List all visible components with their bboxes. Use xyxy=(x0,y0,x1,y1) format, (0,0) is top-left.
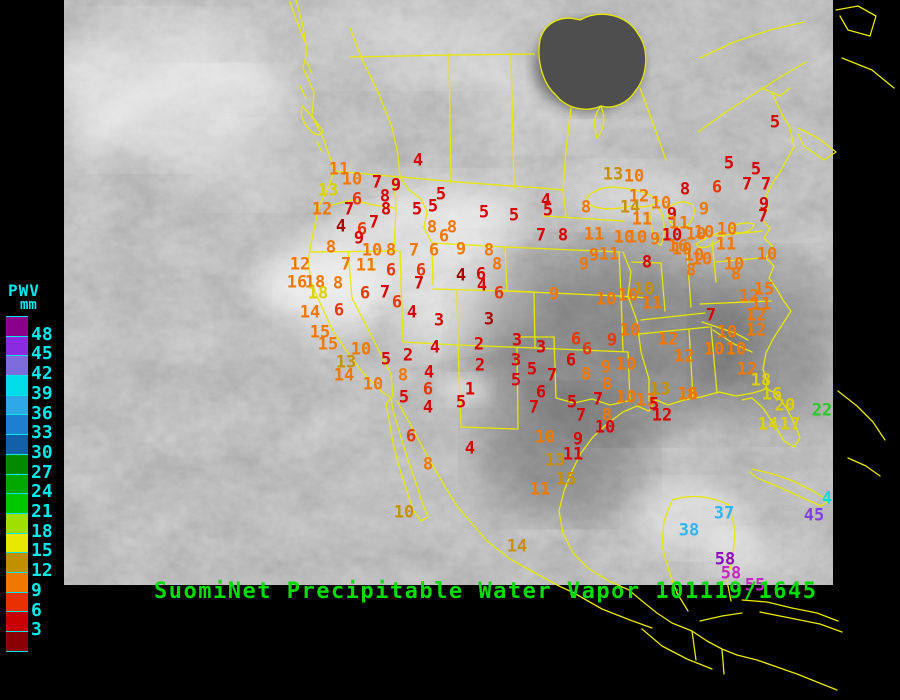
legend-swatch xyxy=(6,316,28,336)
legend-swatch xyxy=(6,453,28,474)
legend-swatch xyxy=(6,611,28,631)
legend-swatch xyxy=(6,591,28,612)
legend-value: 48 xyxy=(31,323,53,345)
legend-value: 15 xyxy=(31,540,53,562)
legend-unit: mm xyxy=(20,297,37,313)
legend-swatch xyxy=(6,512,28,533)
legend-value: 33 xyxy=(31,422,53,444)
legend-swatch xyxy=(6,493,28,513)
pwv-legend: PWV mm 48 45 42 39 36 33 30 27 24 21 18 15 12 9 6 3 xyxy=(0,0,64,700)
legend-value: 24 xyxy=(31,481,53,503)
legend-swatch xyxy=(6,335,28,356)
legend-swatch xyxy=(6,631,28,652)
legend-value: 6 xyxy=(31,599,42,621)
legend-swatch xyxy=(6,414,28,435)
legend-value: 36 xyxy=(31,402,53,424)
legend-swatch xyxy=(6,394,28,415)
cloud-layer xyxy=(64,7,833,574)
legend-value: 12 xyxy=(31,560,53,582)
legend-value: 9 xyxy=(31,579,42,601)
legend-swatch xyxy=(6,552,28,572)
satellite-image xyxy=(64,0,833,585)
legend-swatch xyxy=(6,571,28,592)
map-outlines-layer xyxy=(289,0,895,691)
legend-value: 45 xyxy=(31,343,53,365)
legend-swatch xyxy=(6,532,28,553)
legend-swatch xyxy=(6,355,28,376)
legend-value: 39 xyxy=(31,382,53,404)
legend-swatch xyxy=(6,473,28,494)
legend-value: 21 xyxy=(31,501,53,522)
legend-color-bar xyxy=(6,316,28,652)
legend-value: 3 xyxy=(31,619,42,641)
legend-value: 42 xyxy=(31,363,53,385)
legend-swatch xyxy=(6,434,28,454)
legend-value: 30 xyxy=(31,441,53,463)
legend-value: 18 xyxy=(31,520,53,542)
legend-value: 27 xyxy=(31,461,53,483)
legend-title: PWV xyxy=(8,281,40,300)
legend-swatch xyxy=(6,375,28,395)
caption-text: SuomiNet Precipitable Water Vapor 101119… xyxy=(154,579,818,604)
